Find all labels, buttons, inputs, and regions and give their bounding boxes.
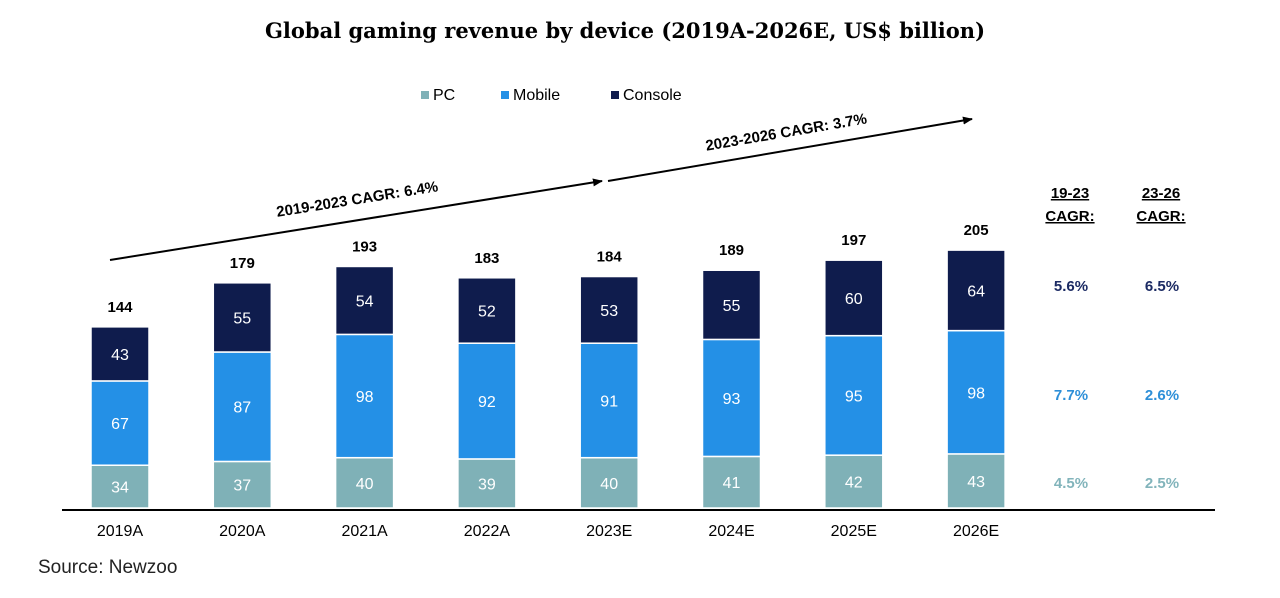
- bar-total-2020A: 179: [230, 255, 255, 272]
- cagr-23-26-console: 6.5%: [1145, 278, 1179, 295]
- bar-label-pc-2020A: 37: [233, 478, 251, 495]
- x-tick-label-2023E: 2023E: [586, 523, 632, 540]
- bar-total-2025E: 197: [841, 232, 866, 249]
- bar-label-mobile-2020A: 87: [233, 400, 251, 417]
- bar-mobile-2022A: [457, 342, 517, 460]
- cagr-col1-header-line2: CAGR:: [1045, 208, 1094, 225]
- legend-swatch-console: [611, 91, 619, 99]
- bar-mobile-2021A: [334, 333, 395, 459]
- cagr-23-26-mobile: 2.6%: [1145, 387, 1179, 404]
- legend-swatch-pc: [421, 91, 429, 99]
- bar-pc-2020A: [212, 460, 273, 509]
- bar-label-mobile-2021A: 98: [356, 389, 374, 406]
- bar-console-2026E: [946, 249, 1006, 332]
- chart-title: Global gaming revenue by device (2019A-2…: [265, 18, 985, 43]
- bar-label-pc-2026E: 43: [967, 474, 985, 491]
- bar-mobile-2024E: [701, 338, 762, 458]
- bars: 34 67 43 144 37 87 55 179 40 98 54 193 39 92 52 183 40 91…: [90, 222, 1006, 509]
- bar-mobile-2025E: [824, 334, 884, 456]
- bar-console-2022A: [457, 277, 517, 344]
- bar-pc-2019A: [90, 464, 150, 509]
- cagr-arrow-2019-2023: [109, 178, 603, 261]
- cagr-23-26-pc: 2.5%: [1145, 475, 1179, 492]
- cagr-19-23-mobile: 7.7%: [1054, 387, 1088, 404]
- bar-label-console-2022A: 52: [478, 303, 496, 320]
- cagr-arrow-2023-2026: [607, 116, 973, 182]
- x-tick-label-2024E: 2024E: [708, 523, 754, 540]
- bar-pc-2021A: [334, 456, 395, 509]
- legend-label-pc: PC: [433, 87, 455, 104]
- bar-pc-2024E: [701, 455, 762, 509]
- bar-console-2021A: [334, 265, 395, 336]
- bar-mobile-2020A: [212, 351, 273, 463]
- cagr-table: 19-23 CAGR: 23-26 CAGR: 5.6% 6.5% 7.7% 2.6%…: [1045, 185, 1185, 492]
- bar-label-console-2025E: 60: [845, 291, 863, 308]
- x-tick-label-2019A: 2019A: [97, 523, 144, 540]
- cagr-annotation-2019-2023: 2019-2023 CAGR: 6.4%: [275, 178, 439, 221]
- legend-label-mobile: Mobile: [513, 87, 560, 104]
- bar-console-2019A: [90, 326, 150, 382]
- bar-total-2022A: 183: [474, 250, 499, 267]
- bar-console-2024E: [701, 269, 762, 341]
- bar-label-console-2020A: 55: [233, 310, 251, 327]
- bar-label-console-2026E: 64: [967, 283, 985, 300]
- bar-total-2023E: 184: [597, 249, 623, 266]
- bar-label-pc-2019A: 34: [111, 480, 129, 497]
- bar-mobile-2023E: [579, 342, 639, 459]
- bar-label-console-2023E: 53: [600, 303, 618, 320]
- bar-label-console-2019A: 43: [111, 347, 129, 364]
- x-tick-label-2022A: 2022A: [464, 523, 511, 540]
- x-tick-label-2025E: 2025E: [831, 523, 877, 540]
- bar-label-console-2024E: 55: [723, 298, 741, 315]
- bar-label-mobile-2023E: 91: [600, 393, 618, 410]
- bar-total-2026E: 205: [964, 222, 989, 239]
- legend-label-console: Console: [623, 87, 682, 104]
- bar-console-2023E: [579, 275, 639, 344]
- cagr-19-23-console: 5.6%: [1054, 278, 1088, 295]
- legend: PC Mobile Console: [421, 87, 682, 104]
- bar-label-mobile-2025E: 95: [845, 388, 863, 405]
- bar-label-mobile-2026E: 98: [967, 385, 985, 402]
- cagr-col2-header-line2: CAGR:: [1136, 208, 1185, 225]
- x-axis-ticks: 2019A 2020A 2021A 2022A 2023E 2024E 2025E 2026E: [97, 523, 999, 540]
- cagr-col2-header-line1: 23-26: [1142, 185, 1180, 202]
- bar-total-2021A: 193: [352, 238, 377, 255]
- bar-pc-2026E: [946, 453, 1006, 509]
- legend-swatch-mobile: [501, 91, 509, 99]
- bar-label-pc-2025E: 42: [845, 475, 863, 492]
- x-tick-label-2020A: 2020A: [219, 523, 266, 540]
- bar-total-2024E: 189: [719, 242, 744, 259]
- cagr-19-23-pc: 4.5%: [1054, 475, 1088, 492]
- bar-label-pc-2024E: 41: [723, 475, 741, 492]
- bar-mobile-2026E: [946, 329, 1006, 455]
- bar-pc-2025E: [824, 454, 884, 509]
- bar-total-2019A: 144: [107, 299, 133, 316]
- source-note: Source: Newzoo: [38, 557, 177, 578]
- cagr-annotation-2023-2026: 2023-2026 CAGR: 3.7%: [704, 110, 868, 154]
- x-tick-label-2026E: 2026E: [953, 523, 999, 540]
- bar-console-2020A: [212, 282, 273, 353]
- bar-label-mobile-2019A: 67: [111, 416, 129, 433]
- bar-label-mobile-2022A: 92: [478, 394, 496, 411]
- bar-label-pc-2023E: 40: [600, 476, 618, 493]
- bar-label-console-2021A: 54: [356, 293, 374, 310]
- bar-label-mobile-2024E: 93: [723, 391, 741, 408]
- bar-label-pc-2022A: 39: [478, 476, 496, 493]
- bar-console-2025E: [824, 259, 884, 337]
- bar-label-pc-2021A: 40: [356, 476, 374, 493]
- x-tick-label-2021A: 2021A: [341, 523, 388, 540]
- cagr-col1-header-line1: 19-23: [1051, 185, 1089, 202]
- bar-pc-2023E: [579, 456, 639, 509]
